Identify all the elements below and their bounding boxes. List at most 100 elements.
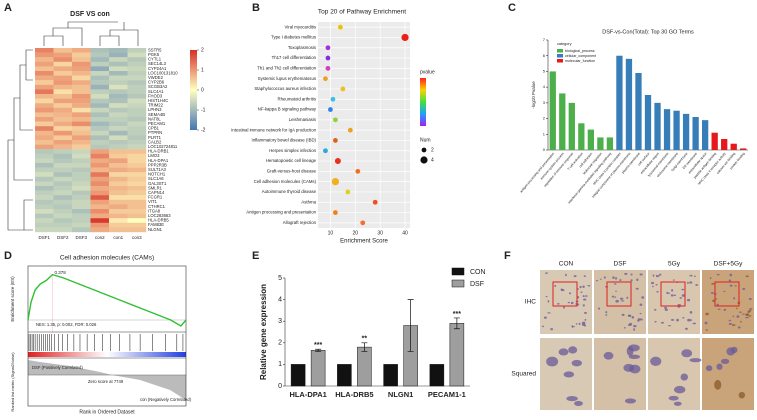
heatmap-cell <box>35 103 54 108</box>
heatmap-cell <box>35 186 54 191</box>
heatmap-cell <box>72 204 91 210</box>
heatmap-cell <box>35 172 54 177</box>
heatmap-cell <box>127 103 147 108</box>
cell-nucleus <box>749 308 753 310</box>
heatmap-cell <box>109 98 128 104</box>
heatmap-cell <box>53 176 73 182</box>
row-label: LOC283663 <box>148 213 171 218</box>
cell-nucleus <box>575 323 578 325</box>
cell-nucleus <box>556 303 560 305</box>
x-tick-label: 20 <box>353 230 359 236</box>
colorbar-tick-label: 0 <box>201 87 204 93</box>
row-label: HIST1H4C <box>148 98 168 103</box>
heatmap-cell <box>90 204 110 210</box>
cell-nucleus <box>695 283 699 286</box>
cell-nucleus <box>741 313 746 315</box>
x-tick-label: NLGN1 <box>388 390 413 399</box>
cell-nucleus <box>584 318 587 321</box>
y-tick-label: Hematopoietic cell lineage <box>266 158 317 163</box>
cell-nucleus <box>639 303 643 306</box>
panel-label: D <box>4 250 12 262</box>
cell-nucleus <box>571 325 574 328</box>
heatmap-cell <box>72 52 91 58</box>
y-axis-label: -log10 Pvalue <box>531 81 536 109</box>
heatmap-cell <box>90 94 110 99</box>
cell-nucleus <box>732 315 735 318</box>
size-legend-marker <box>420 156 428 164</box>
cell-nucleus <box>667 292 671 294</box>
cell-nucleus <box>673 401 682 406</box>
cell-nucleus <box>582 285 585 288</box>
heatmap-cell <box>127 172 147 177</box>
cell-nucleus <box>614 276 618 280</box>
row-label: CYTL1 <box>148 57 162 62</box>
cell-nucleus <box>629 364 641 374</box>
x-tick-label: HLA-DRB5 <box>335 390 373 399</box>
heatmap-cell <box>90 89 110 95</box>
cell-nucleus <box>639 318 643 321</box>
cell-nucleus <box>734 285 737 287</box>
heatmap-cell <box>72 222 91 228</box>
heatmap-cell <box>90 209 110 214</box>
cell-nucleus <box>563 306 565 309</box>
cell-nucleus <box>614 296 617 298</box>
heatmap-cell <box>72 195 91 200</box>
y-tick-label: Herpes simplex infection <box>269 148 316 153</box>
cell-nucleus <box>573 275 577 278</box>
cell-nucleus <box>636 278 639 282</box>
heatmap-cell <box>127 135 147 141</box>
cell-nucleus <box>547 300 550 303</box>
cell-nucleus <box>704 321 708 325</box>
cell-nucleus <box>633 328 636 331</box>
heatmap-cell <box>53 158 73 164</box>
heatmap-cell <box>35 218 54 223</box>
heatmap-cell <box>53 121 73 127</box>
heatmap-cell <box>90 144 110 150</box>
heatmap-cell <box>109 84 128 90</box>
panel-label: A <box>4 2 12 14</box>
heatmap-cell <box>90 222 110 228</box>
row-label: PECAM1 <box>148 121 166 126</box>
bar <box>692 117 699 150</box>
heatmap-cell <box>127 222 147 228</box>
cell-nucleus <box>689 319 692 322</box>
heatmap-cell <box>109 135 128 141</box>
legend-swatch <box>557 59 563 63</box>
heatmap-cell <box>90 199 110 205</box>
y-tick-label: Graft-versus-host disease <box>267 168 317 173</box>
cell-nucleus <box>692 322 697 325</box>
cell-nucleus <box>654 308 657 311</box>
heatmap-cell <box>127 144 147 150</box>
cell-nucleus <box>541 325 545 328</box>
cell-nucleus <box>577 288 579 290</box>
point <box>340 86 346 92</box>
heatmap-cell <box>127 186 147 191</box>
cell-nucleus <box>711 282 715 285</box>
cell-nucleus <box>650 281 655 285</box>
heatmap-cell <box>109 176 128 182</box>
legend-label: DSF <box>470 281 484 288</box>
heatmap-cell <box>35 130 54 136</box>
heatmap-cell <box>127 163 147 168</box>
cell-nucleus <box>687 281 689 285</box>
cell-nucleus <box>598 307 601 310</box>
heatmap-cell <box>72 107 91 113</box>
row-label: SEMA4B <box>148 112 165 117</box>
heatmap-cell <box>109 204 128 210</box>
heatmap-cell <box>127 71 147 76</box>
heatmap-cell <box>109 66 128 72</box>
row-label: SLC1A6 <box>148 176 164 181</box>
row-label: ITGA8 <box>148 208 161 213</box>
cell-nucleus <box>584 295 588 297</box>
legend-swatch <box>451 279 465 288</box>
heatmap-cell <box>72 149 91 154</box>
heatmap-cell <box>72 218 91 223</box>
heatmap-cell <box>53 48 73 53</box>
heatmap-cell <box>90 149 110 154</box>
cell-nucleus <box>668 395 679 401</box>
bar <box>711 132 718 150</box>
heatmap-cell <box>35 89 54 95</box>
cell-nucleus <box>658 273 662 276</box>
heatmap-cell <box>109 117 128 122</box>
heatmap-cell <box>35 107 54 113</box>
